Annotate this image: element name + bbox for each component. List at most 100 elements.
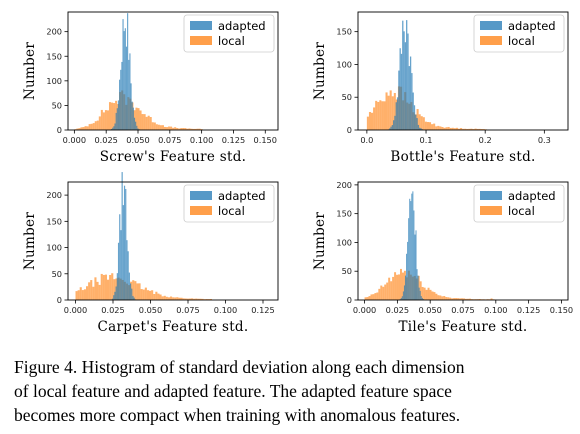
histogram-bar-adapted: [130, 83, 132, 130]
histogram-bar-local: [461, 298, 463, 300]
histogram-bar-adapted: [121, 172, 123, 300]
y-axis-label: Number: [312, 42, 328, 100]
histogram-bar-local: [188, 128, 191, 130]
histogram-bar-adapted: [128, 59, 130, 130]
y-tick-label: 100: [46, 76, 62, 86]
x-tick-label: 0.025: [94, 135, 117, 145]
histogram-bar-local: [107, 279, 110, 300]
histogram-bar-local: [180, 297, 183, 300]
legend-label-adapted: adapted: [218, 189, 266, 203]
x-tick-label: 0.000: [353, 305, 376, 315]
histogram-bar-adapted: [115, 286, 117, 300]
histogram-bar-local: [368, 111, 372, 130]
histogram-bar-adapted: [406, 253, 408, 300]
histogram-bar-local: [98, 284, 101, 300]
histogram-bar-local: [386, 282, 389, 300]
y-tick-label: 150: [336, 27, 352, 37]
x-tick-label: 0.100: [214, 305, 237, 315]
legend-swatch-adapted: [480, 21, 502, 30]
x-tick-label: 0.125: [222, 135, 245, 145]
histogram-bar-local: [443, 127, 446, 130]
histogram-bar-adapted: [420, 128, 422, 130]
bars-group: [366, 20, 487, 131]
histogram-bar-local: [478, 299, 481, 300]
y-tick-label: 200: [336, 180, 352, 190]
histogram-bar-local: [447, 297, 450, 300]
histogram-bar-adapted: [122, 205, 124, 300]
histogram-bar-adapted: [115, 112, 117, 130]
histogram-bar-adapted: [114, 123, 116, 130]
legend-swatch-adapted: [190, 191, 212, 200]
histogram-svg: 0.000 0.025 0.050 0.075 0.100 0.125 0 50 100 150 2…: [22, 172, 279, 335]
x-tick-label: 0.125: [517, 305, 540, 315]
x-axis-label: Tile's Feature std.: [398, 319, 527, 335]
histogram-bar-local: [374, 293, 377, 300]
histogram-bar-local: [387, 95, 390, 130]
histogram-bar-adapted: [111, 128, 113, 130]
histogram-bar-local: [145, 116, 148, 130]
histogram-bar-local: [428, 122, 432, 130]
histogram-bar-adapted: [402, 291, 404, 300]
histogram-bar-local: [426, 122, 429, 130]
histogram-bar-local: [385, 92, 388, 130]
x-tick-label: 0.050: [418, 305, 441, 315]
histogram-bar-local: [373, 107, 376, 130]
histogram-bar-local: [81, 290, 84, 300]
x-tick-label: 0.2: [479, 135, 492, 145]
histogram-bar-local: [393, 92, 396, 130]
histogram-bar-adapted: [127, 251, 129, 300]
histogram-bar-local: [102, 112, 105, 130]
histogram-svg: 0.000 0.025 0.050 0.075 0.100 0.125 0.150 0 50 10…: [22, 11, 279, 165]
histogram-bar-local: [192, 128, 195, 130]
histogram-bar-local: [83, 289, 86, 300]
histogram-bar-adapted: [126, 240, 128, 300]
histogram-bar-adapted: [132, 295, 134, 300]
histogram-bar-local: [378, 288, 381, 300]
histogram-bar-adapted: [404, 275, 407, 300]
histogram-bar-local: [371, 112, 374, 130]
bars-group: [75, 172, 212, 300]
histogram-bar-local: [459, 298, 462, 300]
histogram-bar-local: [159, 294, 162, 300]
histogram-bar-local: [90, 280, 93, 300]
caption-line-3: becomes more compact when training with …: [14, 405, 461, 425]
histogram-bar-local: [78, 128, 81, 130]
histogram-bar-local: [168, 126, 171, 130]
histogram-bar-adapted: [408, 66, 410, 130]
y-axis-label: Number: [22, 42, 38, 100]
histogram-bar-adapted: [116, 108, 118, 130]
histogram-bar-adapted: [123, 31, 125, 131]
legend-label-local: local: [508, 204, 535, 218]
histogram-bar-local: [180, 128, 183, 130]
histogram-bar-local: [163, 126, 166, 130]
histogram-bar-local: [137, 108, 140, 130]
histogram-bar-adapted: [137, 128, 139, 130]
histogram-bar-adapted: [131, 288, 133, 300]
histogram-bar-adapted: [133, 297, 135, 300]
y-tick-label: 150: [46, 216, 62, 226]
histogram-bar-local: [174, 297, 177, 300]
histogram-bar-local: [480, 129, 483, 130]
histogram-bar-local: [104, 274, 107, 300]
histogram-bar-local: [381, 101, 384, 130]
y-tick-label: 100: [336, 59, 352, 69]
histogram-bar-local: [143, 114, 146, 130]
histogram-bar-adapted: [413, 210, 415, 300]
histogram-bar-local: [422, 117, 425, 130]
histogram-bar-adapted: [135, 121, 137, 130]
histogram-bar-adapted: [421, 297, 423, 300]
histogram-bar-local: [431, 124, 434, 130]
histogram-bar-local: [431, 291, 434, 300]
histogram-bar-local: [401, 272, 404, 300]
histogram-bar-adapted: [128, 272, 130, 300]
histogram-bar-local: [418, 114, 421, 130]
histogram-bar-local: [468, 128, 471, 130]
histogram-bar-local: [194, 128, 197, 130]
histogram-bar-local: [199, 298, 202, 300]
histogram-bar-local: [96, 120, 99, 130]
histogram-bar-local: [423, 287, 426, 300]
histogram-bar-local: [113, 103, 116, 130]
